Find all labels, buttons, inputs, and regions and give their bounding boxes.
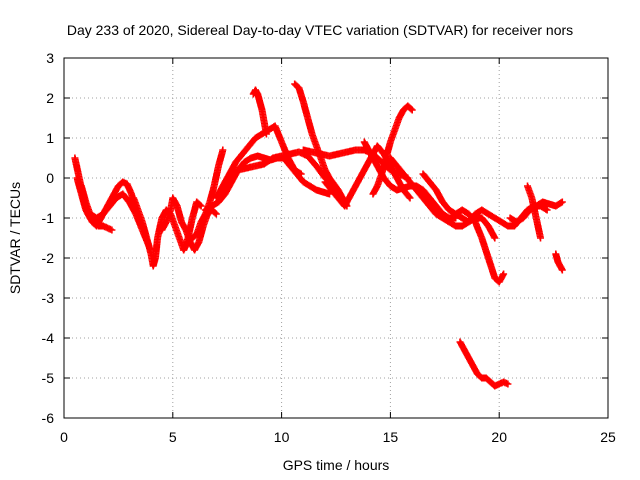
x-tick-label: 5 — [169, 429, 177, 445]
x-tick-label: 0 — [60, 429, 68, 445]
x-tick-labels: 0 5 10 15 20 25 — [60, 429, 616, 445]
series-track-v — [456, 338, 512, 390]
data-point — [408, 106, 416, 114]
data-point — [196, 201, 204, 209]
y-tick-label: -6 — [42, 410, 55, 426]
series-track-o — [360, 138, 460, 222]
data-point — [500, 270, 508, 278]
gridlines — [64, 58, 608, 418]
data-point — [537, 234, 544, 242]
series-track-c — [77, 182, 153, 250]
y-tick-labels: -6 -5 -4 -3 -2 -1 0 1 2 3 — [42, 50, 55, 426]
series-track-t — [524, 182, 544, 242]
y-tick-label: 3 — [46, 50, 54, 66]
y-axis-label: SDTVAR / TECUs — [7, 182, 23, 294]
series-track-j — [234, 148, 338, 190]
y-tick-label: -3 — [42, 290, 55, 306]
series-track-k — [291, 80, 351, 210]
data-point — [406, 194, 414, 202]
plot-frame — [63, 57, 609, 419]
y-tick-label: -4 — [42, 330, 55, 346]
y-tick-label: 0 — [46, 170, 54, 186]
data-point — [262, 130, 270, 138]
y-tick-label: -2 — [42, 250, 55, 266]
series-track-q — [419, 170, 508, 286]
data-point — [504, 380, 512, 388]
x-tick-label: 20 — [491, 429, 507, 445]
data-point — [297, 170, 305, 178]
y-tick-label: 2 — [46, 90, 54, 106]
x-axis-label: GPS time / hours — [283, 457, 390, 473]
series-track-n — [369, 102, 416, 198]
data-point — [543, 206, 551, 214]
data-point — [558, 266, 566, 274]
data-point — [405, 193, 413, 201]
data-point — [558, 198, 566, 206]
x-tick-label: 15 — [383, 429, 399, 445]
y-tick-label: 1 — [46, 130, 54, 146]
x-tick-label: 10 — [274, 429, 290, 445]
series-track-p — [386, 154, 499, 242]
data-point — [499, 271, 507, 279]
data-point — [211, 209, 219, 217]
data-point — [197, 202, 205, 210]
y-tick-label: -1 — [42, 210, 55, 226]
series-track-u — [552, 250, 566, 274]
data-points — [71, 80, 566, 390]
y-tick-label: -5 — [42, 370, 55, 386]
x-tick-label: 25 — [600, 429, 616, 445]
data-point — [219, 146, 227, 154]
data-point — [407, 105, 415, 113]
series-track-i — [249, 86, 270, 138]
chart-title: Day 233 of 2020, Sidereal Day-to-day VTE… — [67, 22, 573, 38]
data-point — [212, 210, 220, 218]
data-point — [108, 226, 116, 234]
data-point — [491, 234, 499, 242]
